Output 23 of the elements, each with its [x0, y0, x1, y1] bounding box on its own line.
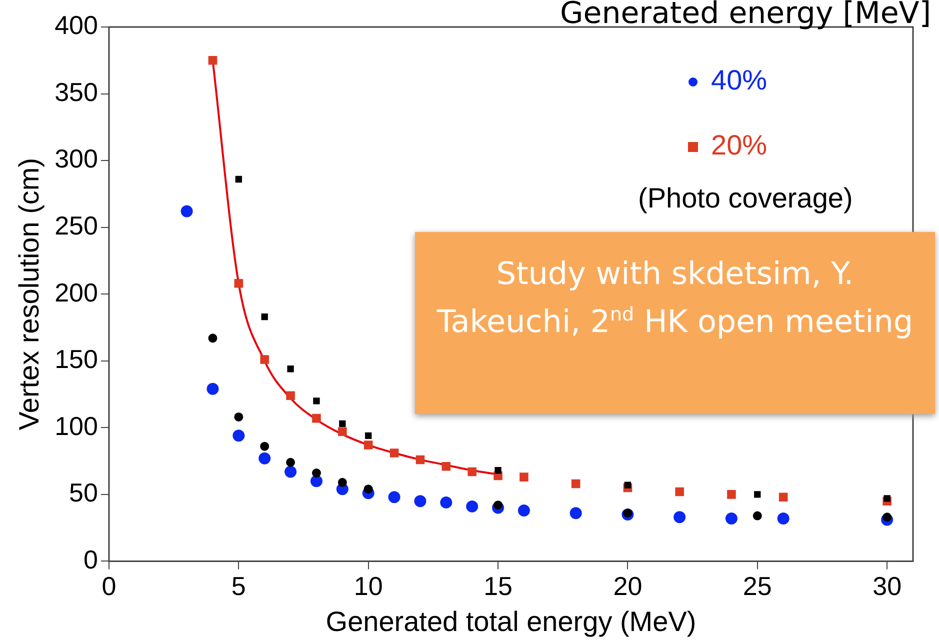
x-tick-label: 5 — [231, 570, 246, 601]
x-tick-label: 15 — [484, 570, 512, 601]
y-axis-title: Vertex resolution (cm) — [14, 158, 45, 430]
chart-title: Generated energy [MeV] — [560, 0, 932, 31]
y-tick-label: 50 — [69, 478, 98, 508]
y-tick-label: 200 — [54, 277, 98, 308]
y-tick-label: 400 — [54, 10, 98, 40]
x-tick-label: 0 — [102, 570, 116, 601]
x-tick-label: 10 — [354, 570, 383, 601]
x-axis-title: Generated total energy (MeV) — [326, 606, 696, 637]
legend-title: (Photo coverage) — [638, 182, 853, 214]
annotation: Study with skdetsim, Y. Takeuchi, 2$^{nd}$ HK open meeting — [436, 255, 914, 342]
y-tick-label: 150 — [54, 344, 98, 374]
legend-label: 20% — [711, 130, 768, 161]
y-tick-label: 0 — [84, 544, 98, 574]
x-tick-label: 30 — [872, 570, 902, 601]
x-tick-label: 25 — [742, 570, 772, 601]
x-tick-label: 20 — [613, 570, 642, 601]
y-tick-label: 250 — [54, 210, 98, 240]
y-tick-label: 300 — [54, 144, 98, 174]
legend-label: 40% — [711, 64, 768, 96]
y-tick-label: 350 — [54, 76, 98, 107]
y-tick-label: 100 — [54, 410, 98, 441]
